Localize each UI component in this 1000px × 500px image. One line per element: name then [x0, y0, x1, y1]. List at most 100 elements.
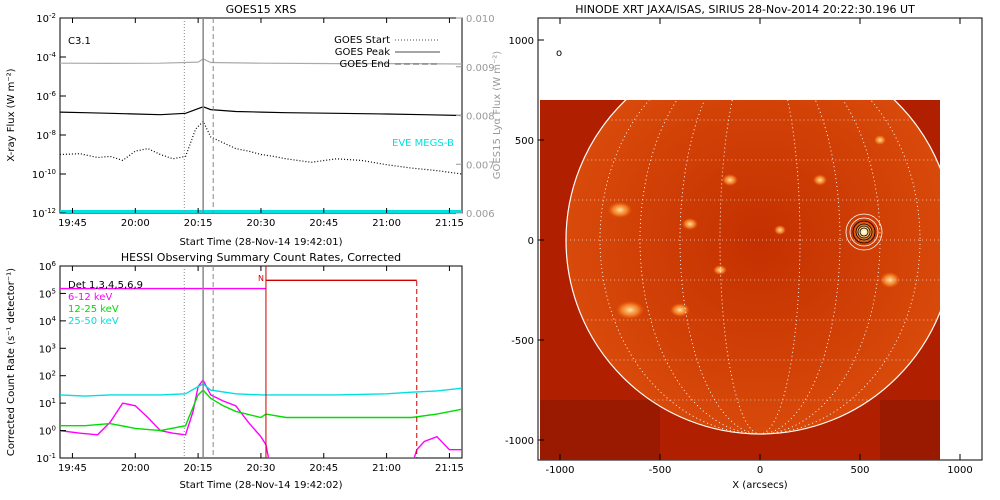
xrt-x-tick-label: -500 — [649, 465, 672, 476]
hessi-legend-label: 25-50 keV — [68, 316, 119, 327]
xrt-flare-contour — [857, 225, 871, 239]
hessi-title: HESSI Observing Summary Count Rates, Cor… — [121, 251, 401, 264]
goes-axes-frame — [59, 17, 463, 214]
hessi-x-tick-label: 20:15 — [184, 463, 213, 474]
xrt-x-tick-label: 500 — [850, 465, 869, 476]
goes-overlay-text: EVE MEGS-B — [392, 138, 454, 149]
goes-x-tick-label: 19:45 — [58, 218, 87, 229]
goes-x-tick-label: 20:00 — [121, 218, 150, 229]
goes-right-y-tick-label: 0.007 — [466, 160, 495, 171]
xrt-solar-disk — [566, 100, 940, 434]
goes-y-ticks: 10-12 10-10 10-8 10-6 10-4 10-2 — [32, 12, 66, 220]
xrt-flare-contour — [852, 220, 876, 244]
hessi-x-tick-label: 20:45 — [309, 463, 338, 474]
goes-right-y-tick-label: 0.009 — [466, 63, 495, 74]
hessi-x-tick-label: 21:00 — [372, 463, 401, 474]
xrt-bright-region — [880, 272, 900, 288]
goes-y-tick-label: 10-6 — [36, 90, 56, 103]
goes-y-tick-label: 10-4 — [36, 51, 56, 64]
xrt-bright-region — [670, 303, 690, 317]
hessi-markers — [183, 266, 418, 458]
xrt-x-tick-label: 0 — [757, 465, 763, 476]
goes-panel: GOES15 XRS 19:45 20:00 20:15 20:30 20:45 21:0… — [6, 3, 503, 248]
goes-x-ticks: 19:45 20:00 20:15 20:30 20:45 21:00 21:15 — [58, 18, 464, 229]
goes-series-1-line — [60, 120, 462, 175]
xrt-flare-glow — [852, 220, 876, 244]
hessi-y-tick-label: 10-1 — [36, 452, 56, 465]
goes-y-tick-label: 10-10 — [32, 168, 56, 181]
goes-x-tick-label: 21:15 — [435, 218, 464, 229]
xrt-solar-limb — [565, 100, 940, 435]
goes-legend-label: GOES Peak — [335, 47, 390, 58]
hessi-night-label: N — [258, 274, 264, 283]
goes-series-0-line — [60, 106, 462, 117]
xrt-dark-tiles-right — [880, 400, 940, 460]
hessi-y-tick-label: 102 — [39, 370, 56, 383]
goes-x-label: Start Time (28-Nov-14 19:42:01) — [179, 237, 342, 248]
goes-right-y-tick-label: 0.006 — [466, 209, 495, 220]
hessi-x-ticks: 19:45 20:00 20:15 20:30 20:45 21:00 21:15 — [58, 266, 464, 474]
goes-x-tick-label: 20:45 — [309, 218, 338, 229]
hessi-series-2-line — [60, 383, 462, 397]
hessi-y-tick-label: 106 — [39, 260, 57, 273]
goes-right-y-ticks: 0.006 0.007 0.008 0.009 0.010 — [456, 14, 495, 220]
goes-series — [60, 58, 462, 213]
xrt-flare-contour — [855, 223, 873, 241]
xrt-dark-tiles — [540, 400, 660, 460]
goes-y-tick-label: 10-12 — [32, 207, 56, 220]
hessi-axes-frame — [59, 265, 463, 459]
goes-right-y-label: GOES15 Lyα Flux (W m⁻²) — [492, 51, 503, 179]
xrt-image — [540, 100, 940, 460]
xrt-x-ticks: -1000 -500 0 500 1000 — [545, 18, 973, 476]
goes-legend-label: GOES Start — [334, 35, 390, 46]
xrt-flare-contour — [845, 213, 883, 251]
hessi-series-1-line — [60, 389, 462, 432]
hessi-series — [60, 279, 462, 458]
xrt-y-ticks: -1000 -500 0 500 1000 — [505, 36, 544, 447]
xrt-corner-marker: o — [556, 48, 562, 59]
xrt-panel: HINODE XRT JAXA/ISAS, SIRIUS 28-Nov-2014… — [505, 3, 983, 491]
goes-markers — [183, 18, 214, 213]
xrt-bright-region — [813, 174, 827, 186]
xrt-x-label: X (arcsecs) — [732, 480, 788, 491]
hessi-y-label: Corrected Count Rate (s⁻¹ detector⁻¹) — [6, 268, 17, 456]
xrt-bright-region — [682, 218, 698, 230]
xrt-bright-region — [774, 225, 786, 235]
xrt-y-tick-label: -500 — [511, 336, 534, 347]
goes-y-label: X-ray Flux (W m⁻²) — [6, 68, 17, 161]
hessi-legend-label: 6-12 keV — [68, 292, 112, 303]
xrt-title: HINODE XRT JAXA/ISAS, SIRIUS 28-Nov-2014… — [575, 3, 915, 16]
goes-x-tick-label: 20:30 — [247, 218, 276, 229]
xrt-flare-contour — [859, 227, 869, 237]
xrt-bright-region — [713, 265, 727, 275]
hessi-panel: HESSI Observing Summary Count Rates, Cor… — [6, 251, 464, 491]
xrt-bright-region — [874, 135, 886, 145]
xrt-flare-contour — [849, 217, 879, 247]
goes-y-tick-label: 10-8 — [36, 129, 56, 142]
goes-x-tick-label: 21:00 — [372, 218, 401, 229]
goes-legend-label: GOES End — [340, 59, 390, 70]
xrt-longitude-line — [599, 100, 921, 435]
hessi-x-tick-label: 20:30 — [247, 463, 276, 474]
xrt-y-tick-label: -1000 — [505, 436, 534, 447]
goes-x-tick-label: 20:15 — [184, 218, 213, 229]
goes-title: GOES15 XRS — [226, 3, 297, 16]
goes-right-y-tick-label: 0.010 — [466, 14, 495, 25]
hessi-x-tick-label: 20:00 — [121, 463, 150, 474]
xrt-y-tick-label: 500 — [515, 136, 534, 147]
goes-right-y-tick-label: 0.008 — [466, 112, 495, 123]
xrt-bright-region — [722, 174, 738, 186]
hessi-legend-label: Det 1,3,4,5,6,9 — [68, 280, 143, 291]
hessi-y-tick-label: 104 — [39, 315, 57, 328]
hessi-y-tick-label: 100 — [39, 425, 56, 438]
hessi-legend-label: 12-25 keV — [68, 304, 119, 315]
goes-y-tick-label: 10-2 — [36, 12, 56, 25]
hessi-y-ticks: 10-1 100 101 102 103 104 105 106 — [36, 260, 66, 465]
xrt-disk — [565, 100, 940, 435]
xrt-x-tick-label: 1000 — [947, 465, 972, 476]
hessi-series-0-line — [60, 378, 462, 458]
goes-annotation: C3.1 — [68, 36, 91, 47]
